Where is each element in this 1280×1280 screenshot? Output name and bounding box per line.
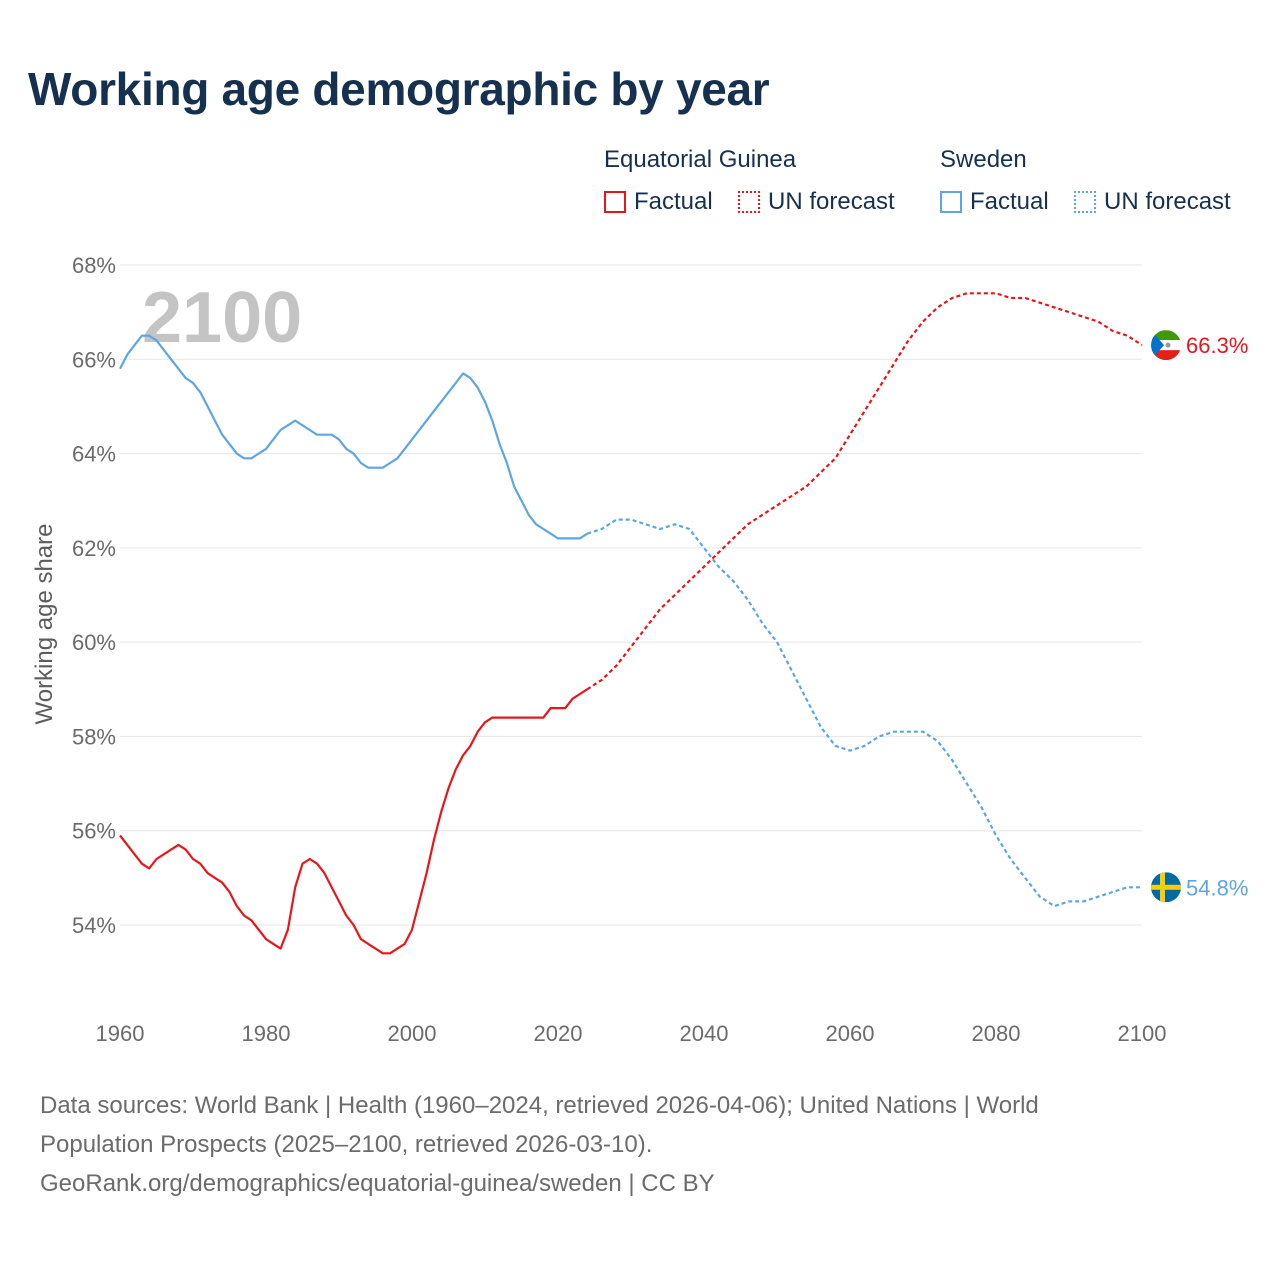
series-lines bbox=[119, 292, 1143, 955]
endpoint-sweden: 54.8% bbox=[1151, 872, 1248, 903]
flag-emblem bbox=[1165, 342, 1171, 348]
legend-item-eg-factual[interactable]: Factual bbox=[604, 188, 713, 216]
legend-item-label: UN forecast bbox=[1104, 188, 1231, 215]
x-tick-label: 1960 bbox=[96, 1021, 145, 1046]
y-tick-label: 64% bbox=[72, 442, 116, 467]
x-tick-label: 2020 bbox=[534, 1021, 583, 1046]
x-tick-label: 2000 bbox=[388, 1021, 437, 1046]
legend-swatch-solid bbox=[940, 191, 962, 213]
flag-cross-horizontal bbox=[1151, 884, 1181, 890]
x-axis-ticks: 1960 1980 2000 2020 2040 2060 2080 2100 bbox=[96, 1021, 1167, 1046]
x-tick-label: 2040 bbox=[680, 1021, 729, 1046]
flag-stripe-red bbox=[1151, 350, 1181, 361]
year-overlay: 2100 bbox=[142, 278, 302, 358]
y-tick-label: 66% bbox=[72, 347, 116, 372]
flag-body bbox=[1151, 872, 1181, 903]
y-axis-ticks: 54% 56% 58% 60% 62% 64% 66% 68% bbox=[72, 253, 116, 938]
y-tick-label: 58% bbox=[72, 724, 116, 749]
x-tick-label: 2060 bbox=[826, 1021, 875, 1046]
legend-item-eg-forecast[interactable]: UN forecast bbox=[738, 188, 895, 216]
y-tick-label: 54% bbox=[72, 913, 116, 938]
endpoint-equatorial-guinea: 66.3% bbox=[1151, 330, 1248, 361]
y-tick-label: 60% bbox=[72, 630, 116, 655]
series-line-equatorial-guinea-forecast bbox=[586, 292, 1143, 691]
series-line-sweden-forecast bbox=[586, 518, 1142, 908]
line-chart: 54% 56% 58% 60% 62% 64% 66% 68% 1960 1980 2000 202… bbox=[31, 253, 1248, 1046]
source-line-3[interactable]: GeoRank.org/demographics/equatorial-guin… bbox=[40, 1170, 715, 1197]
x-tick-label: 2100 bbox=[1118, 1021, 1167, 1046]
flag-stripe-green bbox=[1151, 330, 1181, 341]
legend-item-se-factual[interactable]: Factual bbox=[940, 188, 1049, 216]
chart-title: Working age demographic by year bbox=[28, 63, 770, 115]
end-value-label: 54.8% bbox=[1186, 875, 1248, 900]
series-endpoints: 66.3% 54.8% bbox=[1151, 330, 1248, 903]
legend-swatch-dotted bbox=[738, 191, 760, 213]
y-tick-label: 68% bbox=[72, 253, 116, 278]
legend-item-se-forecast[interactable]: UN forecast bbox=[1074, 188, 1231, 216]
source-line-1: Data sources: World Bank | Health (1960–… bbox=[40, 1092, 1039, 1119]
legend-group-name: Sweden bbox=[940, 146, 1027, 173]
legend-item-label: UN forecast bbox=[768, 188, 895, 215]
x-tick-label: 1980 bbox=[242, 1021, 291, 1046]
flag-triangle-blue bbox=[1151, 330, 1164, 361]
y-tick-label: 56% bbox=[72, 819, 116, 844]
equatorial-guinea-flag-icon bbox=[1151, 330, 1181, 361]
sweden-flag-icon bbox=[1151, 872, 1181, 903]
end-value-label: 66.3% bbox=[1186, 333, 1248, 358]
legend-swatch-solid bbox=[604, 191, 626, 213]
series-line-sweden-factual bbox=[119, 334, 588, 540]
x-tick-label: 2080 bbox=[972, 1021, 1021, 1046]
y-axis-title: Working age share bbox=[31, 524, 58, 725]
legend-group-name: Equatorial Guinea bbox=[604, 146, 797, 173]
legend-swatch-dotted bbox=[1074, 191, 1096, 213]
source-line-2: Population Prospects (2025–2100, retriev… bbox=[40, 1131, 653, 1158]
legend-item-label: Factual bbox=[634, 188, 713, 215]
y-tick-label: 62% bbox=[72, 536, 116, 561]
flag-body bbox=[1151, 330, 1181, 361]
legend-item-label: Factual bbox=[970, 188, 1049, 215]
data-source-note: Data sources: World Bank | Health (1960–… bbox=[40, 1086, 1240, 1203]
series-line-equatorial-guinea-factual bbox=[119, 688, 588, 955]
grid-lines bbox=[120, 264, 1142, 926]
